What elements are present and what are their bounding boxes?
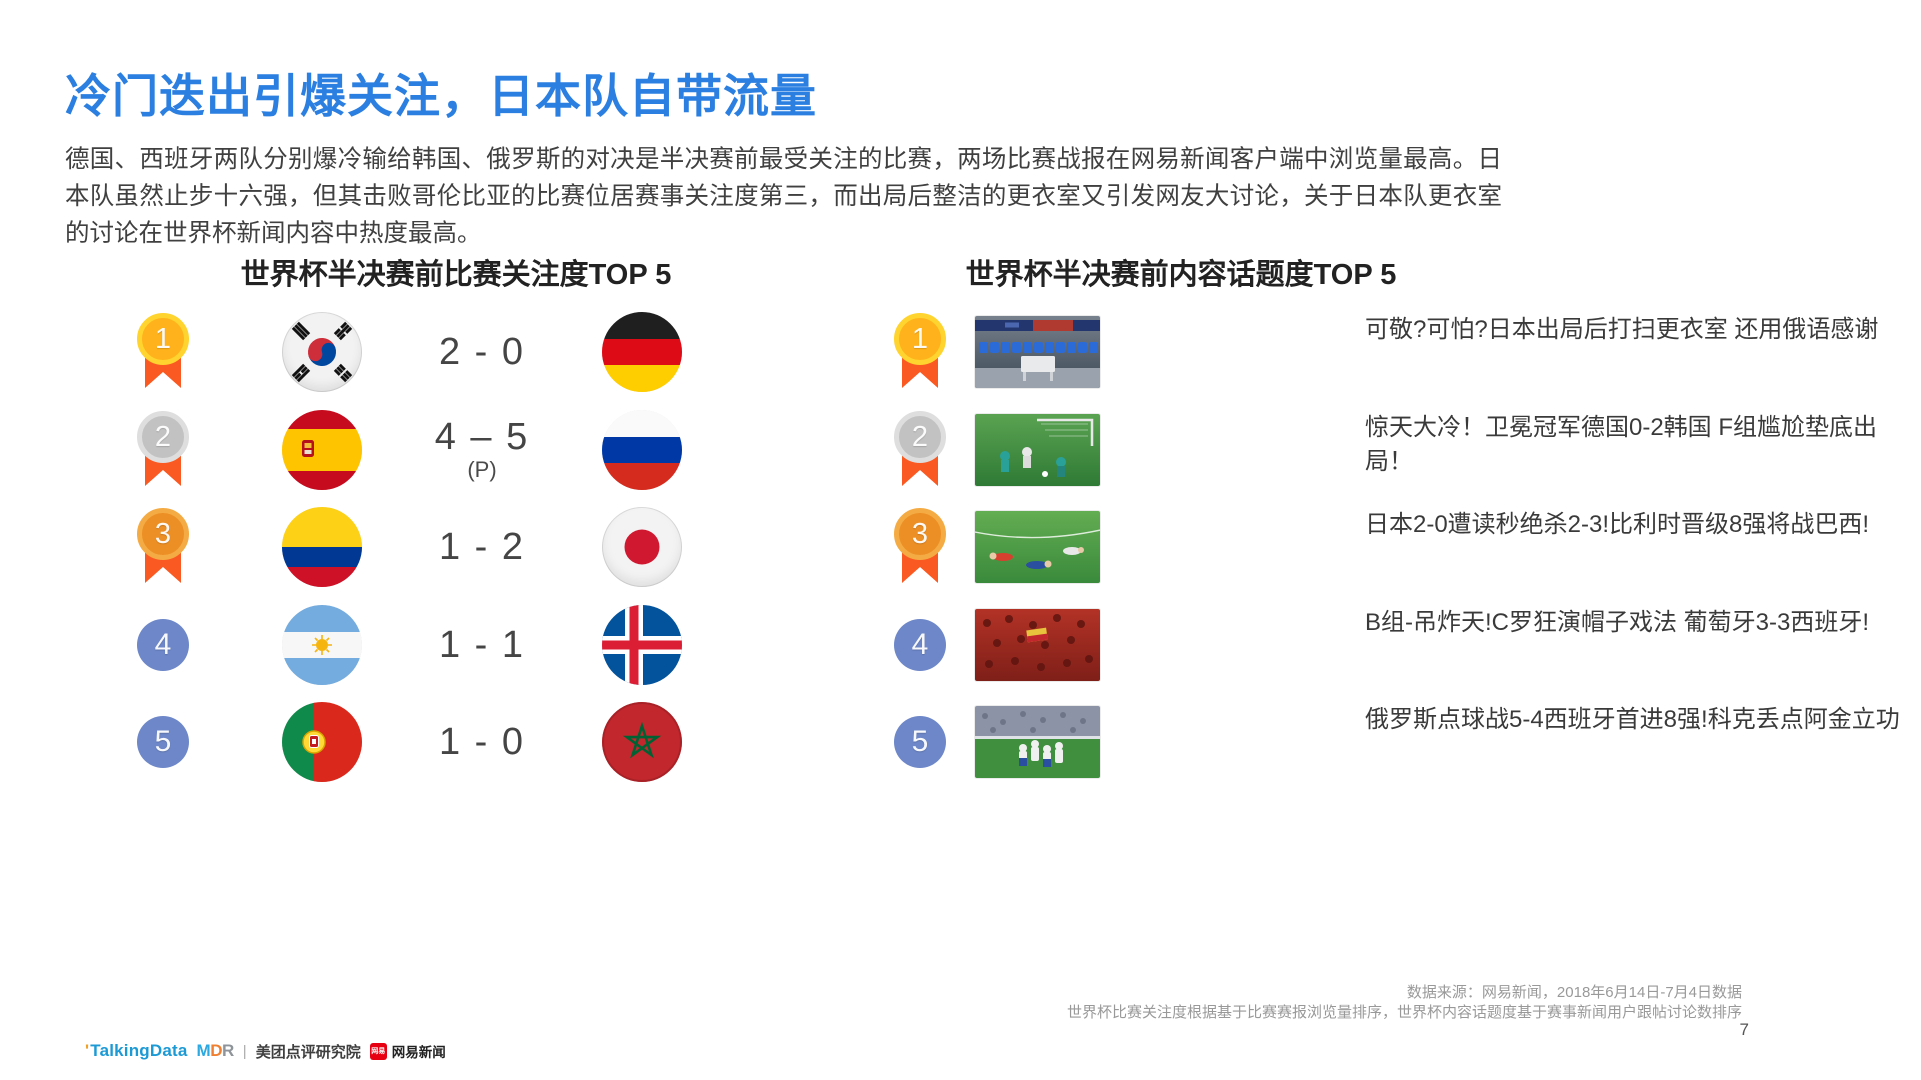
flag-iceland-icon bbox=[602, 605, 682, 685]
intro-paragraph: 德国、西班牙两队分别爆冷输给韩国、俄罗斯的对决是半决赛前最受关注的比赛，两场比赛… bbox=[65, 146, 1502, 247]
logo-divider: | bbox=[242, 1042, 247, 1060]
match-score-box: 1 - 1 bbox=[382, 625, 582, 665]
match-score-box: 1 - 2 bbox=[382, 527, 582, 567]
footer-logos: 'TalkingData MDR | 美团点评研究院 网易 网易新闻 bbox=[85, 1040, 446, 1062]
flag-south-korea-icon bbox=[282, 312, 362, 392]
rank-circle: 4 bbox=[136, 605, 190, 685]
page-title: 冷门迭出引爆关注，日本队自带流量 bbox=[65, 70, 817, 122]
match-row-1: 1 2 - 0 bbox=[136, 312, 776, 392]
topic-row-4: 4 B组-吊炸天!C罗狂演帽子戏法 葡萄牙3-3西班牙! bbox=[893, 605, 1903, 685]
rank-number: 4 bbox=[137, 619, 189, 671]
rank-number: 1 bbox=[137, 313, 189, 365]
match-score: 1 - 1 bbox=[438, 624, 526, 666]
rank-circle: 5 bbox=[136, 702, 190, 782]
rank-medal-bronze: 3 bbox=[893, 507, 947, 587]
match-row-5: 5 1 - 0 bbox=[136, 702, 776, 782]
match-score: 1 - 0 bbox=[438, 721, 526, 763]
flag-argentina-icon bbox=[282, 605, 362, 685]
rank-medal-silver: 2 bbox=[136, 410, 190, 490]
netease-logo-icon: 网易 bbox=[369, 1042, 387, 1060]
match-score: 2 - 0 bbox=[438, 331, 526, 373]
rank-number: 1 bbox=[894, 313, 946, 365]
flag-germany-icon bbox=[602, 312, 682, 392]
source-line-1: 数据来源：网易新闻，2018年6月14日-7月4日数据 bbox=[1406, 984, 1742, 1001]
match-score: 1 - 2 bbox=[438, 526, 526, 568]
thumbnail-russia-spain-celebration bbox=[975, 706, 1100, 778]
flag-russia-icon bbox=[602, 410, 682, 490]
topic-title: B组-吊炸天!C罗狂演帽子戏法 葡萄牙3-3西班牙! bbox=[1365, 609, 1870, 636]
thumbnail-japan-locker-room bbox=[975, 316, 1100, 388]
topic-row-3: 3 日本2-0遭读秒绝杀2-3!比利时晋级8强将战巴西! bbox=[893, 507, 1903, 587]
rank-number: 3 bbox=[137, 508, 189, 560]
rank-medal-silver: 2 bbox=[893, 410, 947, 490]
topic-title: 日本2-0遭读秒绝杀2-3!比利时晋级8强将战巴西! bbox=[1365, 511, 1870, 538]
thumbnail-japan-belgium-match bbox=[975, 511, 1100, 583]
talkingdata-logo: 'TalkingData bbox=[85, 1041, 188, 1060]
rank-number: 5 bbox=[137, 716, 189, 768]
flag-colombia-icon bbox=[282, 507, 362, 587]
flag-portugal-icon bbox=[282, 702, 362, 782]
match-score-box: 1 - 0 bbox=[382, 722, 582, 762]
flag-japan-icon bbox=[602, 507, 682, 587]
topic-row-2: 2 惊天大冷！卫冕冠军德国0-2韩国 F组尴尬垫底出局！ bbox=[893, 410, 1903, 490]
match-score-box: 4 – 5 (P) bbox=[382, 417, 582, 483]
rank-medal-bronze: 3 bbox=[136, 507, 190, 587]
rank-number: 3 bbox=[894, 508, 946, 560]
rank-circle: 5 bbox=[893, 702, 947, 782]
source-line-2: 世界杯比赛关注度根据基于比赛赛报浏览量排序，世界杯内容话题度基于赛事新闻用户跟帖… bbox=[1066, 1004, 1742, 1021]
flag-spain-icon bbox=[282, 410, 362, 490]
topic-title: 惊天大冷！卫冕冠军德国0-2韩国 F组尴尬垫底出局！ bbox=[1365, 414, 1878, 475]
rank-number: 2 bbox=[894, 411, 946, 463]
match-score-box: 2 - 0 bbox=[382, 332, 582, 372]
topic-row-5: 5 俄罗斯点球战5-4西班牙首进8强!科克丢点阿金立功 bbox=[893, 702, 1903, 782]
match-row-4: 4 1 - 1 bbox=[136, 605, 776, 685]
topic-row-1: 1 可敬?可怕?日本出局后打扫更衣室 还用俄语感谢 bbox=[893, 312, 1903, 392]
page-number: 7 bbox=[1739, 1020, 1749, 1039]
rank-number: 4 bbox=[894, 619, 946, 671]
netease-news-logo: 网易新闻 bbox=[391, 1045, 446, 1060]
rank-number: 5 bbox=[894, 716, 946, 768]
rank-medal-gold: 1 bbox=[136, 312, 190, 392]
flag-morocco-icon bbox=[602, 702, 682, 782]
match-score-note: (P) bbox=[467, 457, 497, 482]
topic-title: 可敬?可怕?日本出局后打扫更衣室 还用俄语感谢 bbox=[1365, 316, 1879, 343]
topic-title: 俄罗斯点球战5-4西班牙首进8强!科克丢点阿金立功 bbox=[1365, 706, 1900, 733]
match-score: 4 – 5 bbox=[434, 416, 530, 458]
mdr-logo: MDR bbox=[196, 1041, 235, 1060]
rank-circle: 4 bbox=[893, 605, 947, 685]
match-row-2: 2 4 – 5 (P) bbox=[136, 410, 776, 490]
rank-number: 2 bbox=[137, 411, 189, 463]
match-ranking-header: 世界杯半决赛前比赛关注度TOP 5 bbox=[240, 259, 672, 291]
topic-ranking-header: 世界杯半决赛前内容话题度TOP 5 bbox=[965, 259, 1397, 291]
talkingdata-tick-icon: ' bbox=[85, 1041, 90, 1060]
thumbnail-portugal-spain-fans bbox=[975, 609, 1100, 681]
rank-medal-gold: 1 bbox=[893, 312, 947, 392]
meituan-research-logo: 美团点评研究院 bbox=[255, 1043, 361, 1061]
match-row-3: 3 1 - 2 bbox=[136, 507, 776, 587]
thumbnail-germany-korea-match bbox=[975, 414, 1100, 486]
data-source-note: 数据来源：网易新闻，2018年6月14日-7月4日数据 世界杯比赛关注度根据基于… bbox=[1067, 983, 1742, 1023]
